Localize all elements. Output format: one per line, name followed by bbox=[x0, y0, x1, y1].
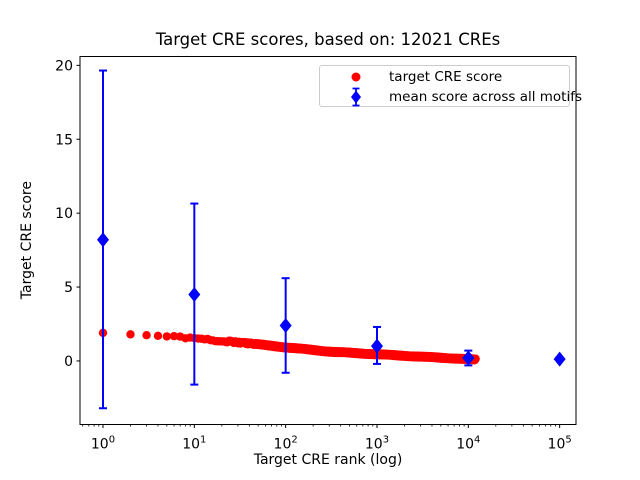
x-tick-label: 105 bbox=[548, 435, 572, 453]
diamond-errorbar-marker-icon bbox=[351, 87, 361, 107]
chart-title: Target CRE scores, based on: 12021 CREs bbox=[155, 30, 501, 49]
mean-score-diamond bbox=[96, 232, 109, 248]
x-axis-label: Target CRE rank (log) bbox=[253, 452, 403, 468]
x-tick-label: 102 bbox=[274, 435, 298, 453]
circle-marker-icon bbox=[351, 72, 361, 82]
legend-label: mean score across all motifs bbox=[389, 89, 583, 105]
legend-label: target CRE score bbox=[389, 69, 503, 85]
mean-score-diamond bbox=[462, 350, 475, 366]
x-tick-label: 104 bbox=[456, 435, 480, 453]
y-axis-label-wrap: Target CRE score bbox=[18, 0, 36, 480]
target-score-point bbox=[142, 331, 151, 340]
mean-score-diamond bbox=[370, 338, 383, 354]
target-score-point bbox=[471, 354, 480, 363]
y-tick-label: 15 bbox=[55, 132, 73, 148]
mean-score-diamond bbox=[553, 351, 566, 367]
legend-item-target-score: target CRE score bbox=[320, 67, 569, 87]
target-score-point bbox=[126, 330, 135, 339]
target-score-point bbox=[153, 331, 163, 341]
legend-item-mean-score: mean score across all motifs bbox=[320, 87, 582, 107]
mean-score-diamond bbox=[279, 317, 292, 333]
legend: target CRE score mean score across all m… bbox=[319, 65, 582, 107]
y-tick-label: 20 bbox=[55, 58, 73, 74]
x-tick-label: 100 bbox=[91, 435, 115, 453]
y-tick-label: 5 bbox=[64, 280, 73, 296]
mean-score-diamond bbox=[188, 286, 201, 302]
x-tick-label: 101 bbox=[182, 435, 206, 453]
target-score-point bbox=[162, 332, 172, 341]
y-axis-label: Target CRE score bbox=[19, 180, 35, 300]
plot-border bbox=[79, 56, 577, 425]
y-tick-label: 10 bbox=[55, 206, 73, 222]
y-tick-label: 0 bbox=[64, 354, 73, 370]
target-score-point bbox=[169, 331, 179, 341]
x-tick-label: 103 bbox=[365, 435, 389, 453]
